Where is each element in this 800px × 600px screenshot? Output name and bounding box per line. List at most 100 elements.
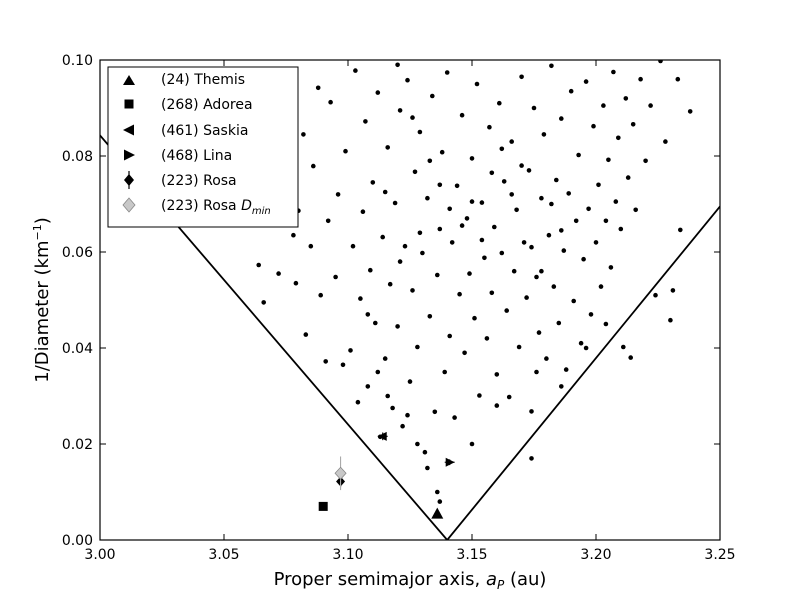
y-tick-label: 0.10 xyxy=(62,53,93,69)
family-member-point xyxy=(261,300,267,305)
family-member-point xyxy=(539,195,544,201)
family-member-point xyxy=(452,415,457,420)
family-member-point xyxy=(420,250,425,256)
family-member-point xyxy=(422,449,428,455)
legend-item-rosa: (223) Rosa xyxy=(124,171,237,189)
y-tick-label: 0.00 xyxy=(62,533,93,549)
family-member-point xyxy=(628,355,633,360)
family-member-point xyxy=(586,206,591,212)
family-member-point xyxy=(442,369,448,375)
family-member-point xyxy=(479,200,485,205)
family-member-point xyxy=(350,243,356,249)
family-member-point xyxy=(598,284,604,289)
family-member-point xyxy=(353,68,358,73)
family-member-point xyxy=(563,367,569,372)
family-member-point xyxy=(390,405,395,411)
family-member-point xyxy=(678,227,683,233)
family-member-point xyxy=(449,240,455,245)
y-tick-label: 0.06 xyxy=(62,245,93,261)
family-member-point xyxy=(325,218,331,224)
x-axis-label: Proper semimajor axis, aP (au) xyxy=(274,569,547,592)
family-member-point xyxy=(462,350,467,356)
family-member-point xyxy=(385,145,391,150)
family-member-point xyxy=(437,499,443,504)
family-member-point xyxy=(494,403,500,408)
family-member-point xyxy=(382,356,388,361)
family-member-point xyxy=(489,290,495,296)
family-member-point xyxy=(432,409,438,415)
highlighted-asteroid-markers xyxy=(318,431,455,519)
legend-label-saskia: (461) Saskia xyxy=(161,123,248,139)
family-member-point xyxy=(375,369,381,375)
family-member-point xyxy=(529,244,534,250)
family-member-point xyxy=(536,330,542,335)
family-member-point xyxy=(407,379,413,384)
family-member-point xyxy=(375,90,381,95)
family-member-point xyxy=(417,230,423,236)
family-member-point xyxy=(256,262,262,268)
family-member-point xyxy=(417,129,423,135)
triangle-right-icon xyxy=(124,149,135,161)
family-member-points xyxy=(256,60,693,504)
family-member-point xyxy=(509,139,514,144)
family-member-point xyxy=(402,243,408,249)
family-member-point xyxy=(539,268,544,274)
family-member-point xyxy=(578,340,584,346)
family-member-point xyxy=(447,206,453,212)
family-member-point xyxy=(534,274,539,280)
family-member-point xyxy=(382,189,388,195)
family-member-point xyxy=(653,292,658,298)
family-member-point xyxy=(397,108,403,113)
y-axis-label: 1/Diameter (km−1) xyxy=(31,217,53,383)
legend: (24) Themis (268) Adorea (461) Saskia (4… xyxy=(107,66,299,228)
family-member-point xyxy=(544,356,549,361)
family-member-point xyxy=(509,192,514,197)
family-member-point xyxy=(467,271,472,276)
legend-label-adorea: (268) Adorea xyxy=(161,97,253,113)
family-member-point xyxy=(511,268,517,274)
family-member-point xyxy=(276,271,281,276)
family-member-point xyxy=(355,399,361,405)
family-member-point xyxy=(348,348,353,353)
family-member-point xyxy=(554,177,559,183)
family-member-point xyxy=(487,124,492,130)
family-member-point xyxy=(489,170,495,176)
family-member-point xyxy=(335,192,341,197)
family-member-point xyxy=(380,234,386,240)
family-member-point xyxy=(405,77,410,83)
marker-24-themis xyxy=(431,507,444,519)
family-member-point xyxy=(571,298,576,304)
family-member-point xyxy=(675,76,681,82)
family-member-point xyxy=(591,123,596,129)
family-member-point xyxy=(506,394,512,400)
family-member-point xyxy=(546,232,552,238)
family-member-point xyxy=(291,232,296,238)
family-member-point xyxy=(412,169,418,175)
family-member-point xyxy=(318,292,324,298)
family-member-point xyxy=(363,119,368,124)
family-member-point xyxy=(469,156,475,161)
family-member-point xyxy=(301,132,306,137)
family-member-point xyxy=(474,81,480,87)
family-member-point xyxy=(360,209,366,214)
family-member-point xyxy=(568,88,574,94)
family-member-point xyxy=(521,240,527,245)
family-member-point xyxy=(648,103,653,108)
family-member-point xyxy=(459,112,465,118)
family-member-point xyxy=(482,255,487,261)
marker-223-rosa-d-min xyxy=(334,466,347,480)
family-member-point xyxy=(397,259,403,264)
family-member-point xyxy=(425,195,430,201)
family-member-point xyxy=(663,139,668,144)
family-member-point xyxy=(541,132,547,137)
family-member-point xyxy=(410,288,415,293)
family-member-point xyxy=(497,100,502,106)
x-tick-label: 3.25 xyxy=(704,547,735,563)
family-member-point xyxy=(373,320,378,326)
family-member-point xyxy=(437,226,443,232)
family-member-point xyxy=(593,240,599,245)
family-member-point xyxy=(477,393,482,398)
plot-frame xyxy=(99,59,721,541)
family-member-point xyxy=(405,412,410,418)
